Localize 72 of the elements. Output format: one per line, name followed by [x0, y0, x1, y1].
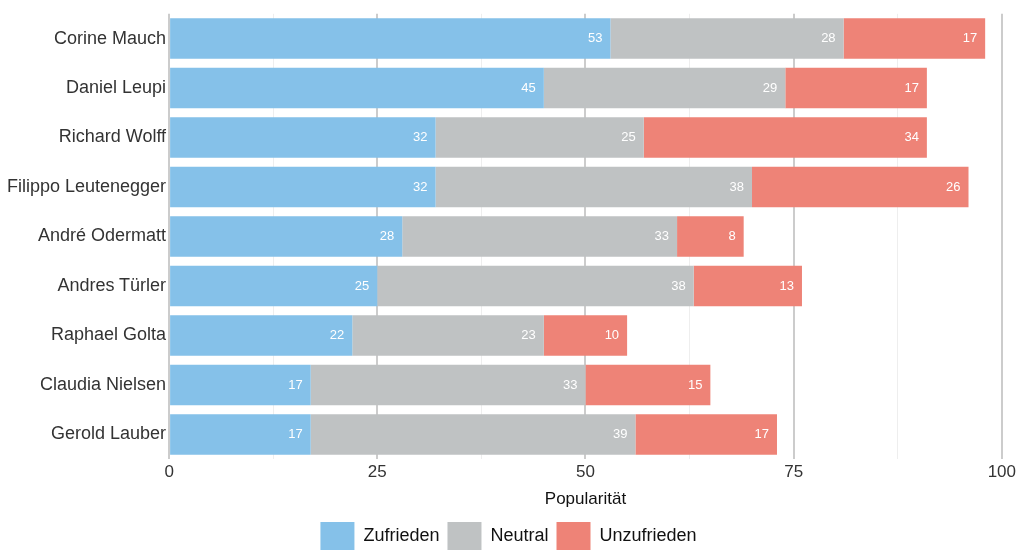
- y-tick-label: Richard Wolff: [58, 126, 168, 147]
- y-tick-label: Claudia Nielsen: [40, 373, 167, 394]
- bar: [170, 117, 436, 158]
- y-tick-label: André Odermatt: [38, 225, 167, 246]
- data-label: 17: [962, 30, 978, 46]
- bar: [170, 364, 311, 406]
- bar: [585, 364, 711, 406]
- data-label: 10: [604, 327, 620, 343]
- data-label: 53: [587, 30, 603, 46]
- data-label: 45: [521, 79, 536, 95]
- data-label: 38: [729, 178, 745, 194]
- bar: [170, 67, 544, 109]
- y-tick-label: Filippo Leutenegger: [6, 175, 167, 196]
- y-tick-label: Andres Türler: [57, 274, 167, 295]
- bar: [170, 166, 436, 208]
- bar: [635, 414, 777, 455]
- data-label: 28: [821, 30, 836, 46]
- bar: [170, 216, 403, 257]
- bar: [543, 315, 628, 356]
- bar: [843, 18, 986, 59]
- bar: [310, 414, 636, 455]
- data-label: 25: [621, 129, 636, 145]
- data-label: 26: [946, 178, 961, 194]
- bar: [435, 117, 644, 158]
- data-label: 17: [754, 426, 769, 442]
- x-tick-label: 100: [987, 462, 1017, 482]
- bar: [543, 67, 786, 109]
- data-label: 17: [288, 426, 303, 442]
- bar: [693, 265, 802, 307]
- data-label: 17: [288, 376, 303, 392]
- bar: [310, 364, 586, 406]
- data-label: 13: [779, 277, 794, 293]
- data-label: 29: [762, 79, 778, 95]
- data-label: 33: [563, 376, 578, 392]
- data-label: 32: [413, 178, 428, 194]
- bar: [170, 265, 378, 307]
- x-tick-label: 50: [576, 462, 595, 482]
- x-tick-label: 0: [164, 462, 174, 482]
- data-label: 15: [687, 376, 703, 392]
- bar: [785, 67, 927, 109]
- data-label: 25: [354, 277, 370, 293]
- bar: [643, 117, 927, 158]
- x-tick-label: 25: [367, 462, 387, 482]
- data-label: 39: [612, 426, 628, 442]
- legend-label: Zufrieden: [363, 524, 440, 545]
- bar: [352, 315, 544, 356]
- data-label: 22: [329, 327, 345, 343]
- y-tick-label: Raphael Golta: [51, 324, 168, 345]
- data-label: 23: [521, 327, 536, 343]
- data-label: 8: [728, 228, 736, 244]
- data-label: 38: [671, 277, 686, 293]
- data-label: 33: [654, 228, 670, 244]
- bar: [610, 18, 844, 59]
- data-label: 32: [413, 129, 428, 145]
- data-label: 28: [379, 228, 395, 244]
- bar: [677, 216, 744, 257]
- bar: [170, 18, 611, 59]
- bar: [402, 216, 678, 257]
- y-tick-label: Daniel Leupi: [66, 77, 167, 97]
- data-label: 34: [904, 129, 919, 145]
- bar: [435, 166, 753, 208]
- y-tick-label: Gerold Lauber: [51, 423, 167, 444]
- bar: [752, 166, 969, 208]
- bar: [377, 265, 694, 307]
- y-tick-label: Corine Mauch: [54, 27, 167, 48]
- x-tick-label: 75: [784, 462, 804, 482]
- data-label: 17: [904, 79, 919, 95]
- legend-label: Neutral: [490, 524, 549, 545]
- legend-label: Unzufrieden: [599, 524, 697, 545]
- x-axis-title: Popularität: [544, 489, 627, 509]
- bar: [170, 315, 353, 356]
- bar: [170, 414, 311, 455]
